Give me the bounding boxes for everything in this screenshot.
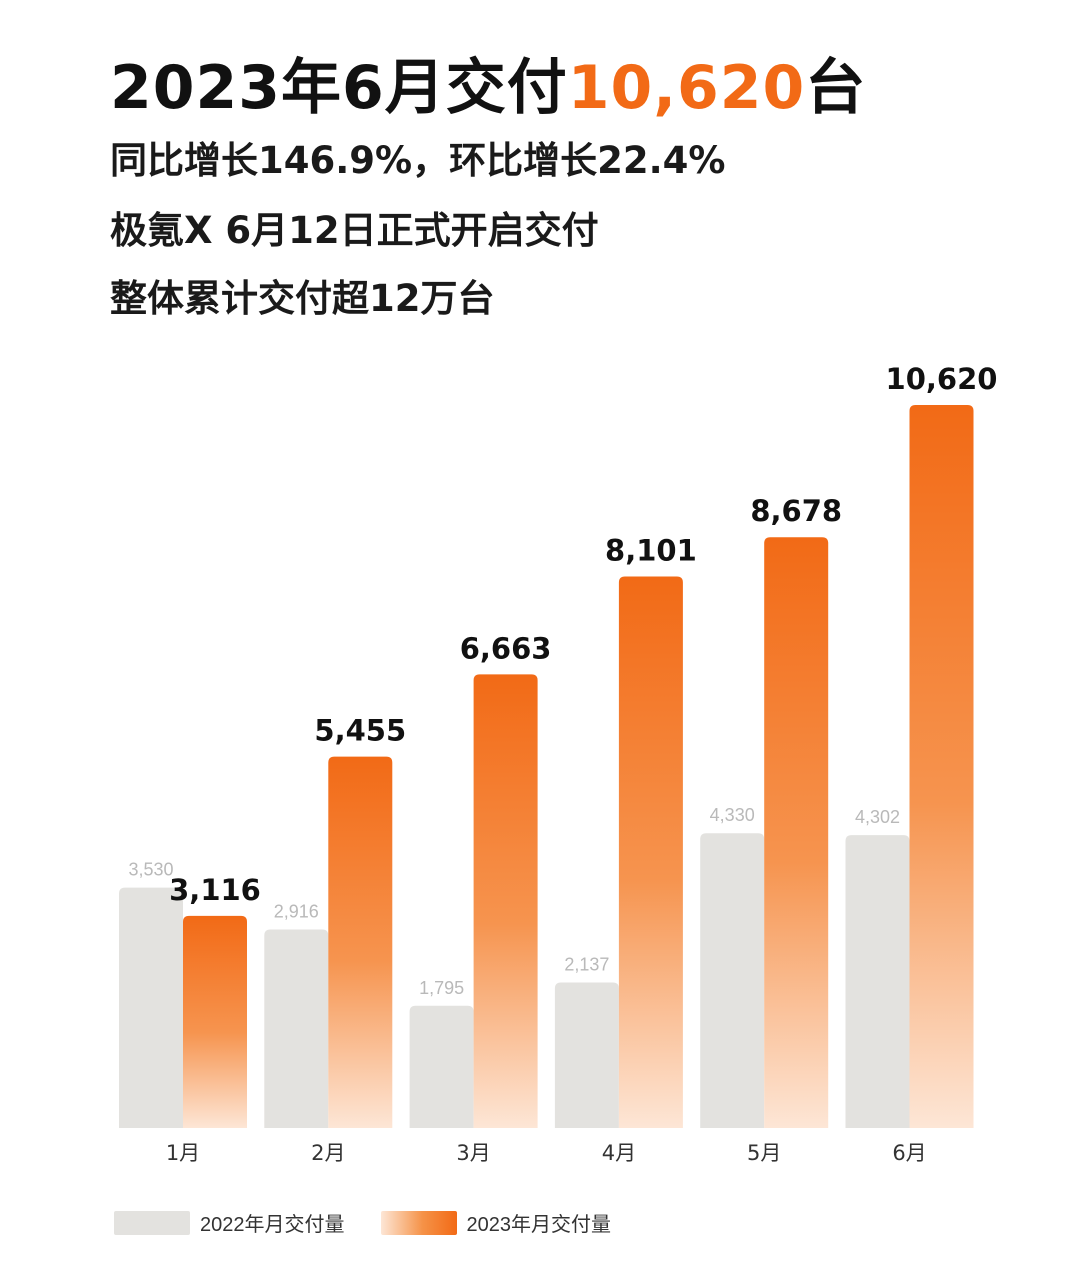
bar-2022-3: [409, 1005, 474, 1128]
subtitle-cumulative: 整体累计交付超12万台: [110, 277, 495, 320]
bar-2023-2: [328, 756, 393, 1128]
bar-2022-4: [554, 982, 619, 1128]
title-prefix: 2023年6月交付: [110, 53, 568, 123]
data-label-2022-6: 4,302: [855, 807, 900, 827]
legend-swatch-2023: [380, 1210, 457, 1235]
subtitle-delivery-start: 极氪X 6月12日正式开启交付: [110, 209, 599, 252]
bar-2022-1: [119, 887, 183, 1128]
data-label-2023-4: 8,101: [605, 533, 697, 567]
x-tick-label-4: 4月: [602, 1141, 636, 1165]
data-label-2023-1: 3,116: [169, 873, 261, 907]
bar-2023-5: [764, 537, 829, 1128]
bar-2022-6: [845, 835, 910, 1128]
bar-2023-6: [909, 405, 974, 1128]
data-label-2022-5: 4,330: [710, 805, 755, 825]
bar-2022-5: [700, 833, 765, 1128]
data-label-2023-3: 6,663: [460, 631, 552, 665]
bar-2023-1: [183, 915, 247, 1128]
page-title: 2023年6月交付10,620台: [110, 52, 866, 124]
x-tick-label-5: 5月: [747, 1141, 781, 1165]
data-label-2022-4: 2,137: [564, 955, 609, 975]
x-tick-label-2: 2月: [311, 1141, 345, 1165]
legend-label-2022: 2022年月交付量: [200, 1214, 345, 1236]
legend-label-2023: 2023年月交付量: [466, 1214, 612, 1236]
data-label-2022-1: 3,530: [128, 860, 173, 880]
title-suffix: 台: [805, 53, 867, 123]
x-tick-label-6: 6月: [892, 1141, 926, 1165]
data-label-2023-2: 5,455: [314, 714, 406, 748]
chart-legend: 2022年月交付量 2023年月交付量: [114, 1208, 647, 1237]
title-highlight-value: 10,620: [567, 53, 806, 123]
data-label-2022-2: 2,916: [274, 901, 319, 921]
data-label-2022-3: 1,795: [419, 978, 464, 998]
data-label-2023-6: 10,620: [886, 362, 998, 396]
bar-2022-2: [264, 929, 329, 1128]
bar-2023-3: [473, 674, 538, 1128]
x-tick-label-3: 3月: [456, 1141, 490, 1165]
subtitle-growth: 同比增长146.9%，环比增长22.4%: [110, 139, 726, 182]
bar-2023-4: [618, 576, 683, 1128]
legend-swatch-2022: [114, 1210, 190, 1235]
data-label-2023-5: 8,678: [750, 494, 842, 528]
x-tick-label-1: 1月: [166, 1141, 200, 1165]
